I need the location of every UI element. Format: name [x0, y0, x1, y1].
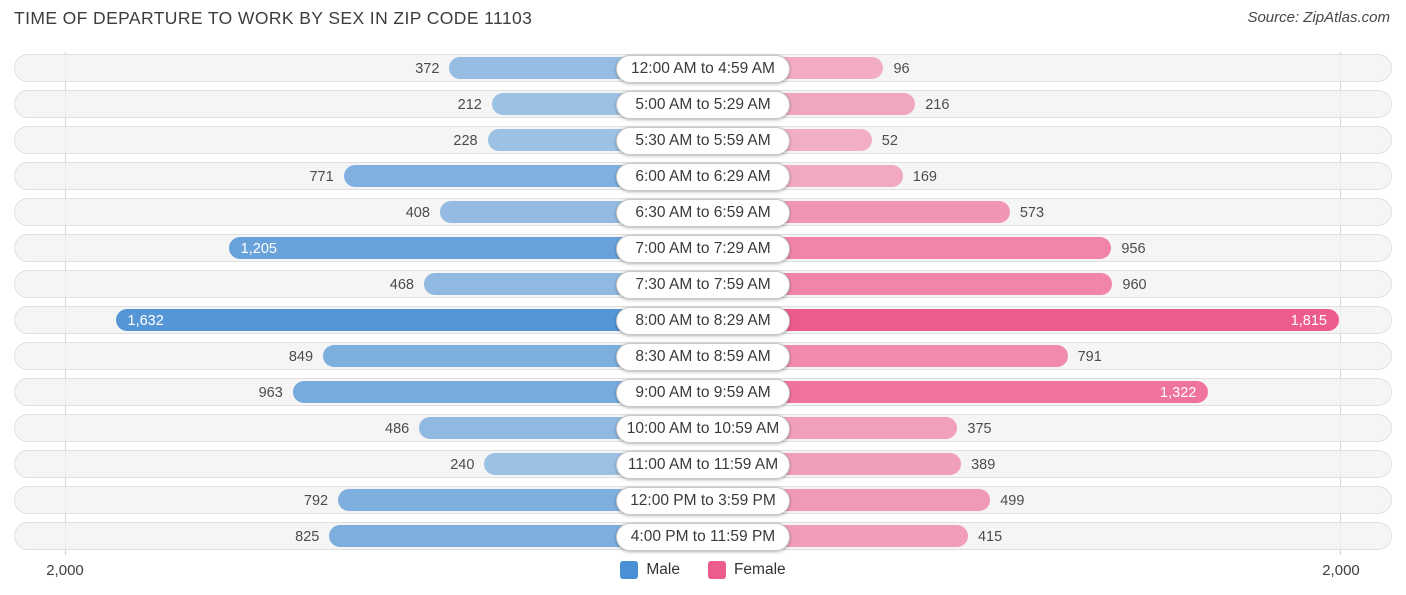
- male-value-label: 372: [415, 60, 440, 77]
- male-value-label: 212: [457, 96, 482, 113]
- category-label-pill: 6:00 AM to 6:29 AM: [616, 163, 790, 191]
- chart-row: 228 52 5:30 AM to 5:59 AM: [14, 126, 1392, 155]
- category-label-pill: 5:30 AM to 5:59 AM: [616, 127, 790, 155]
- legend: Male Female: [14, 561, 1392, 579]
- category-label-pill: 5:00 AM to 5:29 AM: [616, 91, 790, 119]
- female-bar[interactable]: [703, 345, 1068, 367]
- male-bar[interactable]: [292, 381, 703, 403]
- male-value-label: 468: [389, 276, 414, 293]
- page-title: TIME OF DEPARTURE TO WORK BY SEX IN ZIP …: [14, 8, 533, 28]
- female-value-label: 1,815: [1290, 312, 1327, 329]
- chart-row: 771 169 6:00 AM to 6:29 AM: [14, 162, 1392, 191]
- legend-item-female: Female: [707, 561, 786, 579]
- female-value-label: 216: [925, 96, 950, 113]
- source-attribution: Source: ZipAtlas.com: [1247, 9, 1390, 26]
- category-label-pill: 12:00 PM to 3:59 PM: [616, 487, 790, 515]
- female-bar[interactable]: [703, 309, 1339, 331]
- chart-row: 468 960 7:30 AM to 7:59 AM: [14, 270, 1392, 299]
- chart-row: 486 375 10:00 AM to 10:59 AM: [14, 414, 1392, 443]
- female-value-label: 415: [977, 528, 1003, 545]
- female-value-label: 960: [1122, 276, 1147, 293]
- male-bar[interactable]: [343, 165, 703, 187]
- category-label-pill: 9:00 AM to 9:59 AM: [616, 379, 790, 407]
- chart-row: 825 415 4:00 PM to 11:59 PM: [14, 522, 1392, 551]
- axis-max-left-label: 2,000: [46, 562, 84, 579]
- female-value-label: 389: [971, 456, 996, 473]
- axis-bottom: 2,000 Male Female 2,000: [14, 558, 1392, 588]
- female-legend-label: Female: [733, 561, 786, 578]
- gridline-right-max: [1340, 52, 1341, 555]
- male-bar[interactable]: [323, 345, 703, 367]
- chart-row: 792 499 12:00 PM to 3:59 PM: [14, 486, 1392, 515]
- male-bar[interactable]: [338, 489, 703, 511]
- male-bar[interactable]: [329, 525, 703, 547]
- diverging-bar-chart: 372 96 12:00 AM to 4:59 AM 212 216 5:00 AM to…: [14, 52, 1392, 555]
- chart-row: 1,632 1,815 8:00 AM to 8:29 AM: [14, 306, 1392, 335]
- female-value-label: 169: [912, 168, 937, 185]
- female-bar[interactable]: [703, 273, 1113, 295]
- male-value-label: 771: [309, 168, 334, 185]
- male-value-label: 825: [295, 528, 320, 545]
- category-label-pill: 11:00 AM to 11:59 AM: [616, 451, 790, 479]
- female-value-label: 499: [1000, 492, 1025, 509]
- female-value-label: 1,322: [1160, 384, 1197, 401]
- category-label-pill: 6:30 AM to 6:59 AM: [616, 199, 790, 227]
- female-value-label: 375: [967, 420, 992, 437]
- male-value-label: 792: [303, 492, 329, 509]
- male-value-label: 228: [453, 132, 478, 149]
- male-legend-swatch-icon: [620, 561, 639, 579]
- category-label-pill: 12:00 AM to 4:59 AM: [616, 55, 790, 83]
- category-label-pill: 8:00 AM to 8:29 AM: [616, 307, 790, 335]
- chart-row: 212 216 5:00 AM to 5:29 AM: [14, 90, 1392, 119]
- category-label-pill: 8:30 AM to 8:59 AM: [616, 343, 790, 371]
- male-value-label: 240: [450, 456, 475, 473]
- female-value-label: 96: [893, 60, 910, 77]
- category-label-pill: 4:00 PM to 11:59 PM: [616, 523, 790, 551]
- female-legend-swatch-icon: [707, 561, 726, 579]
- gridline-left-max: [65, 52, 66, 555]
- male-value-label: 1,205: [240, 240, 277, 257]
- female-value-label: 573: [1019, 204, 1045, 221]
- chart-row: 963 1,322 9:00 AM to 9:59 AM: [14, 378, 1392, 407]
- male-value-label: 408: [405, 204, 430, 221]
- male-bar[interactable]: [228, 237, 703, 259]
- female-bar[interactable]: [703, 237, 1112, 259]
- chart-row: 240 389 11:00 AM to 11:59 AM: [14, 450, 1392, 479]
- chart-row: 372 96 12:00 AM to 4:59 AM: [14, 54, 1392, 83]
- male-bar[interactable]: [115, 309, 703, 331]
- female-value-label: 52: [881, 132, 898, 149]
- legend-item-male: Male: [620, 561, 680, 579]
- female-value-label: 956: [1121, 240, 1146, 257]
- chart-row: 849 791 8:30 AM to 8:59 AM: [14, 342, 1392, 371]
- category-label-pill: 7:00 AM to 7:29 AM: [616, 235, 790, 263]
- female-value-label: 791: [1077, 348, 1102, 365]
- category-label-pill: 7:30 AM to 7:59 AM: [616, 271, 790, 299]
- male-legend-label: Male: [646, 561, 680, 578]
- chart-row: 408 573 6:30 AM to 6:59 AM: [14, 198, 1392, 227]
- chart-row: 1,205 956 7:00 AM to 7:29 AM: [14, 234, 1392, 263]
- male-value-label: 849: [288, 348, 314, 365]
- axis-max-right-label: 2,000: [1322, 562, 1360, 579]
- female-bar[interactable]: [703, 381, 1209, 403]
- category-label-pill: 10:00 AM to 10:59 AM: [616, 415, 790, 443]
- male-value-label: 1,632: [127, 312, 164, 329]
- male-value-label: 486: [385, 420, 410, 437]
- male-value-label: 963: [258, 384, 283, 401]
